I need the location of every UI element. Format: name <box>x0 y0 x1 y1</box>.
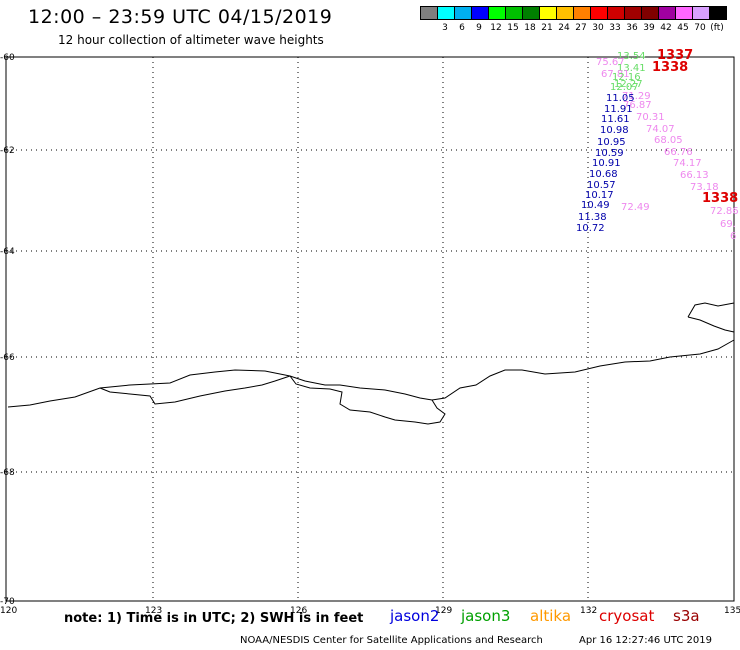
graticule <box>6 57 734 601</box>
legend-label: 24 <box>558 23 570 33</box>
lon-tick-label: 126 <box>290 606 307 616</box>
legend-swatch <box>709 6 727 20</box>
wave-height-label: 70.31 <box>636 112 665 123</box>
lat-tick-label: -62 <box>0 146 15 156</box>
legend-label: 30 <box>592 23 604 33</box>
sat-label-altika: altika <box>530 607 572 625</box>
wave-height-label: 68.05 <box>654 135 683 146</box>
antarctic-coastline <box>7 339 735 408</box>
chart-subtitle: 12 hour collection of altimeter wave hei… <box>58 33 324 47</box>
wave-height-label: 1337 <box>657 48 693 63</box>
legend-label: 3 <box>442 23 448 33</box>
legend-label: 9 <box>476 23 482 33</box>
ice-shelf-outline <box>99 375 446 425</box>
credit-line: NOAA/NESDIS Center for Satellite Applica… <box>240 635 543 646</box>
wave-height-label: 13.54 <box>617 51 646 62</box>
lat-tick-label: -64 <box>0 247 15 257</box>
wave-height-label: 76.87 <box>623 100 652 111</box>
wave-height-label: 73.18 <box>690 182 719 193</box>
wave-height-label: 10.49 <box>581 200 610 211</box>
legend-label: 15 <box>507 23 519 33</box>
lon-tick-label: 132 <box>580 606 597 616</box>
lon-tick-label: 129 <box>435 606 452 616</box>
wave-height-label: 66.76 <box>664 147 693 158</box>
color-legend: 3 6 9 12 15 18 21 24 27 30 33 36 39 42 45 70 (ft) <box>420 6 727 38</box>
units-note: note: 1) Time is in UTC; 2) SWH is in fe… <box>64 611 364 626</box>
wave-height-label: 13.41 <box>617 63 646 74</box>
wave-height-label: 10.57 <box>587 180 616 191</box>
wave-height-label: 1338 <box>652 60 688 75</box>
wave-height-label: 1338 <box>702 191 738 206</box>
lat-tick-label: -68 <box>0 468 15 478</box>
wave-height-label: 74.07 <box>646 124 675 135</box>
timestamp: Apr 16 12:27:46 UTC 2019 <box>579 635 712 646</box>
wave-height-label: 12.07 <box>610 82 639 93</box>
coast-island <box>687 302 735 333</box>
sat-label-jason3: jason3 <box>461 607 511 625</box>
legend-label: 18 <box>524 23 536 33</box>
sat-label-cryosat: cryosat <box>599 607 655 625</box>
wave-height-label: 10.68 <box>589 169 618 180</box>
wave-height-label: 66.13 <box>680 170 709 181</box>
legend-label: 27 <box>575 23 587 33</box>
wave-height-label: 72.86 <box>710 206 739 217</box>
legend-label: 42 <box>660 23 672 33</box>
lat-tick-label: -66 <box>0 353 15 363</box>
legend-label: 39 <box>643 23 655 33</box>
wave-height-label: 74.17 <box>673 158 702 169</box>
legend-label: 36 <box>626 23 638 33</box>
lon-tick-label: 135 <box>724 606 740 616</box>
sat-label-s3a: s3a <box>673 607 700 625</box>
wave-height-label: 10.72 <box>576 223 605 234</box>
wave-height-label: 69. <box>720 219 736 230</box>
legend-label: 6 <box>459 23 465 33</box>
wave-height-label: 12.16 <box>612 72 641 83</box>
lon-tick-label: 120 <box>0 606 17 616</box>
wave-height-label: 75.67 <box>596 57 625 68</box>
legend-label: 70 <box>694 23 706 33</box>
wave-height-label: 72.49 <box>621 202 650 213</box>
wave-height-label: 12.27 <box>614 79 643 90</box>
wave-height-label: 10.91 <box>592 158 621 169</box>
lon-tick-label: 123 <box>145 606 162 616</box>
legend-label: (ft) <box>710 23 724 33</box>
legend-label: 33 <box>609 23 621 33</box>
map-frame <box>5 56 735 602</box>
wave-height-label: 10.95 <box>597 137 626 148</box>
wave-height-label: 6 <box>730 231 736 242</box>
wave-height-label: 10.59 <box>595 148 624 159</box>
lat-tick-label: -70 <box>0 597 15 607</box>
wave-height-label: 10.17 <box>585 190 614 201</box>
wave-height-label: 67.81 <box>601 69 630 80</box>
sat-label-jason2: jason2 <box>390 607 440 625</box>
legend-label: 21 <box>541 23 553 33</box>
wave-height-label: 10.98 <box>600 125 629 136</box>
wave-height-label: 11.61 <box>601 114 630 125</box>
lat-tick-label: -60 <box>0 53 15 63</box>
wave-height-label: 11.91 <box>604 104 633 115</box>
chart-title: 12:00 – 23:59 UTC 04/15/2019 <box>28 6 333 28</box>
wave-height-label: 71.29 <box>622 91 651 102</box>
legend-label: 12 <box>490 23 502 33</box>
wave-height-label: 11.38 <box>578 212 607 223</box>
wave-height-label: 11.05 <box>606 93 635 104</box>
legend-label: 45 <box>677 23 689 33</box>
